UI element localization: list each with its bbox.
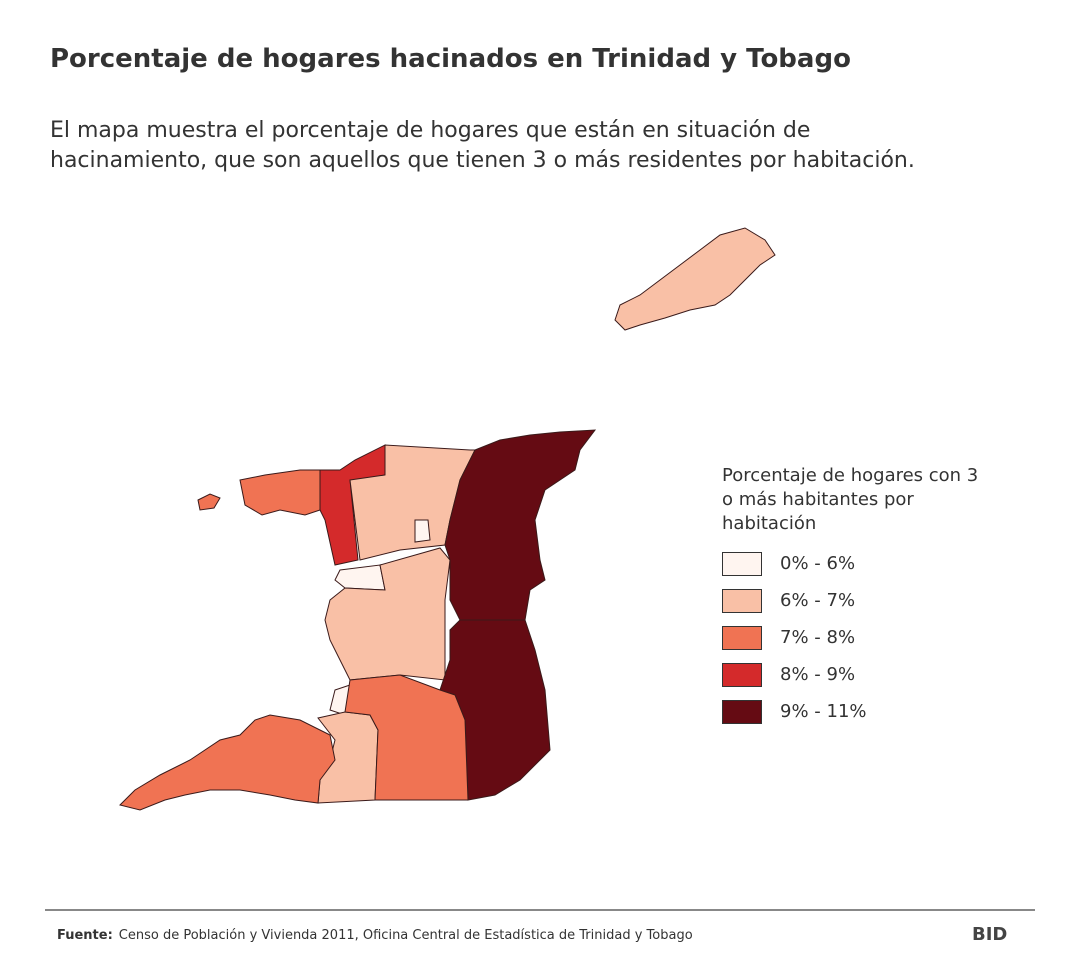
- logo: BID: [972, 924, 1008, 945]
- region: [439, 619, 551, 801]
- subtitle: El mapa muestra el porcentaje de hogares…: [50, 118, 915, 173]
- region: [239, 469, 321, 516]
- legend-swatch: [722, 663, 762, 687]
- map: [119, 227, 776, 811]
- legend-label: 8% - 9%: [780, 664, 856, 685]
- region: [614, 227, 776, 331]
- region: [197, 493, 221, 511]
- legend-swatch: [722, 700, 762, 724]
- legend-swatch: [722, 626, 762, 650]
- footer-rule: [45, 909, 1035, 911]
- source: Fuente: Censo de Población y Vivienda 201…: [57, 928, 693, 943]
- legend-label: 9% - 11%: [780, 701, 867, 722]
- region: [444, 429, 597, 621]
- region: [334, 564, 386, 591]
- region: [414, 519, 431, 543]
- legend-label: 6% - 7%: [780, 590, 856, 611]
- source-text: Censo de Población y Vivienda 2011, Ofic…: [118, 928, 693, 943]
- region: [344, 674, 469, 801]
- legend-title: Porcentaje de hogares con 3 o más habita…: [722, 465, 979, 534]
- region: [324, 547, 451, 681]
- source-label: Fuente:: [57, 928, 113, 943]
- region: [119, 714, 336, 811]
- legend-swatch: [722, 552, 762, 576]
- legend-label: 0% - 6%: [780, 553, 856, 574]
- legend-label: 7% - 8%: [780, 627, 856, 648]
- title: Porcentaje de hogares hacinados en Trini…: [50, 44, 851, 74]
- legend-swatch: [722, 589, 762, 613]
